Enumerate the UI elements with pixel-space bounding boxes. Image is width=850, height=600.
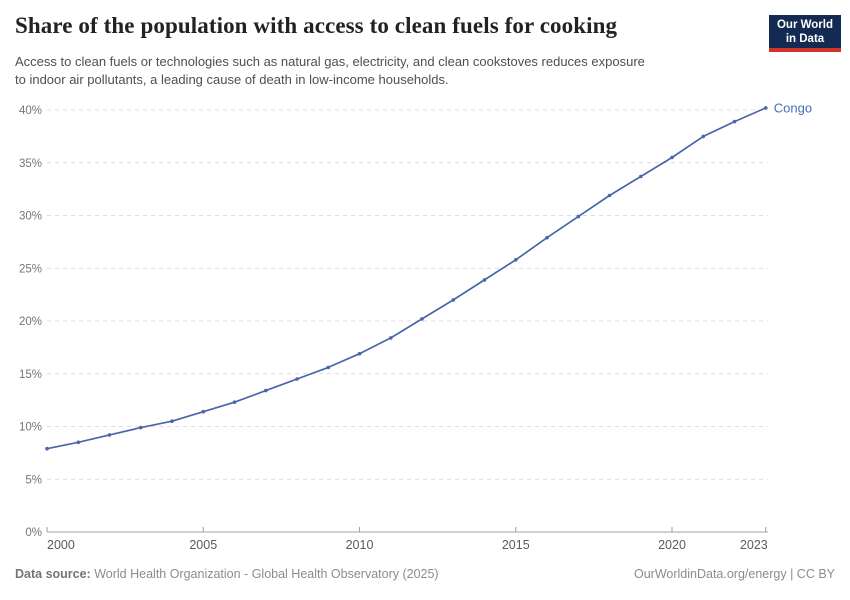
data-point[interactable] [701, 134, 706, 139]
footer-link[interactable]: OurWorldinData.org/energy | CC BY [633, 567, 835, 581]
y-axis-label: 10% [19, 422, 42, 434]
y-axis-label: 0% [25, 527, 42, 539]
owid-logo-red-bar [769, 48, 841, 52]
data-point[interactable] [576, 214, 581, 219]
x-axis-label: 2010 [346, 538, 374, 552]
data-point[interactable] [545, 235, 549, 240]
data-point[interactable] [357, 351, 362, 356]
data-point[interactable] [607, 193, 612, 198]
data-point[interactable] [420, 317, 424, 321]
data-point[interactable] [76, 440, 81, 445]
series-line-congo[interactable] [46, 107, 767, 450]
y-axis-label: 5% [25, 474, 42, 486]
y-axis-label: 25% [19, 263, 42, 275]
y-axis-label: 15% [19, 369, 42, 381]
data-point[interactable] [107, 433, 112, 437]
data-point[interactable] [670, 155, 674, 160]
data-point[interactable] [232, 400, 237, 405]
owid-logo-text: Our World in Data [776, 19, 833, 45]
data-point[interactable] [764, 106, 768, 110]
data-point[interactable] [389, 336, 393, 340]
y-axis-label: 35% [19, 158, 42, 170]
series-label-congo: Congo [774, 100, 812, 115]
x-axis-label: 2023 [740, 538, 768, 552]
data-point[interactable] [295, 377, 299, 381]
data-point[interactable] [45, 446, 49, 451]
page-title: Share of the population with access to c… [15, 13, 618, 38]
x-axis-label: 2020 [658, 538, 686, 552]
data-point[interactable] [139, 425, 143, 430]
subtitle-line: Access to clean fuels or technologies su… [15, 54, 645, 69]
data-point[interactable] [264, 388, 268, 393]
subtitle-line: to indoor air pollutants, a leading caus… [15, 71, 449, 87]
data-point[interactable] [326, 365, 331, 370]
data-point[interactable] [451, 298, 456, 302]
y-axis-label: 30% [19, 211, 42, 223]
data-source-note: Data source: World Health Organization -… [15, 567, 439, 581]
chart-footer: Data source: World Health Organization -… [15, 567, 835, 581]
data-point[interactable] [482, 278, 487, 282]
x-axis-label: 2005 [189, 538, 217, 552]
owid-logo[interactable]: Our World in Data [769, 15, 841, 52]
data-point[interactable] [639, 174, 643, 179]
data-point[interactable] [201, 409, 206, 414]
data-point[interactable] [514, 258, 518, 262]
y-axis-label: 20% [19, 316, 42, 328]
data-point[interactable] [732, 119, 737, 124]
x-axis-label: 2015 [502, 538, 530, 552]
y-axis-label: 40% [19, 105, 42, 117]
chart-subtitle: Access to clean fuels or technologies su… [15, 53, 760, 88]
x-axis-label: 2000 [47, 538, 75, 552]
data-source-label: Data source: [15, 567, 91, 581]
data-point[interactable] [170, 419, 174, 424]
data-source-text: World Health Organization - Global Healt… [94, 567, 439, 581]
